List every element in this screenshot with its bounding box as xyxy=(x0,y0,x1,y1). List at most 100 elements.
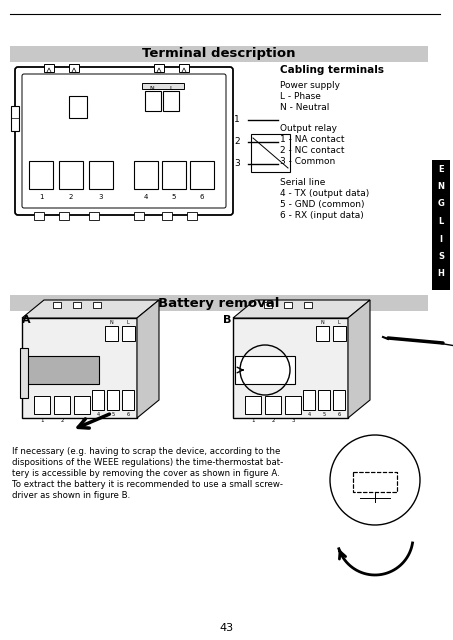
Text: 2: 2 xyxy=(271,417,275,422)
Text: 5 - GND (common): 5 - GND (common) xyxy=(280,200,365,209)
Text: dispositions of the WEEE regulations) the time-thermostat bat-: dispositions of the WEEE regulations) th… xyxy=(12,458,283,467)
Bar xyxy=(34,396,50,414)
Text: N: N xyxy=(320,321,324,326)
Text: 1: 1 xyxy=(251,417,255,422)
Text: L: L xyxy=(337,321,340,326)
Text: L: L xyxy=(127,321,130,326)
Bar xyxy=(318,390,330,410)
Text: L - Phase: L - Phase xyxy=(280,92,321,101)
Text: 6: 6 xyxy=(337,413,341,417)
Bar xyxy=(251,134,290,172)
Bar xyxy=(145,91,161,111)
Bar xyxy=(34,212,44,220)
Bar xyxy=(245,396,261,414)
Bar xyxy=(20,348,28,398)
Circle shape xyxy=(330,435,420,525)
Text: 4: 4 xyxy=(96,413,100,417)
Text: H: H xyxy=(438,269,444,278)
Bar xyxy=(304,302,312,308)
Text: E: E xyxy=(438,164,444,173)
Bar xyxy=(73,302,81,308)
Text: Battery removal: Battery removal xyxy=(158,296,280,310)
Text: 6 - RX (input data): 6 - RX (input data) xyxy=(280,211,364,220)
Bar xyxy=(233,318,348,418)
Bar xyxy=(333,326,346,341)
Text: driver as shown in figure B.: driver as shown in figure B. xyxy=(12,491,130,500)
Text: 3: 3 xyxy=(291,417,295,422)
Bar xyxy=(162,212,172,220)
Text: Output relay: Output relay xyxy=(280,124,337,133)
Bar xyxy=(69,64,79,72)
Bar xyxy=(134,161,158,189)
Bar xyxy=(190,161,214,189)
Bar xyxy=(353,472,397,492)
Text: 2: 2 xyxy=(60,417,64,422)
Text: Cabling terminals: Cabling terminals xyxy=(280,65,384,75)
Bar xyxy=(303,390,315,410)
Text: Serial line: Serial line xyxy=(280,178,325,187)
Text: 3 - Common: 3 - Common xyxy=(280,157,335,166)
Text: Terminal description: Terminal description xyxy=(142,47,296,61)
Text: 1: 1 xyxy=(40,417,44,422)
Bar xyxy=(134,212,144,220)
Bar xyxy=(122,326,135,341)
Text: N: N xyxy=(109,321,113,326)
Bar xyxy=(93,302,101,308)
Text: N: N xyxy=(149,86,154,90)
Text: 4: 4 xyxy=(308,413,311,417)
Text: 43: 43 xyxy=(219,623,233,633)
Text: A: A xyxy=(22,315,31,325)
Bar xyxy=(333,390,345,410)
Bar xyxy=(162,161,186,189)
Polygon shape xyxy=(348,300,370,418)
Text: 2: 2 xyxy=(234,138,240,147)
Text: 5: 5 xyxy=(323,413,326,417)
Text: 4: 4 xyxy=(144,194,148,200)
Bar xyxy=(285,396,301,414)
Polygon shape xyxy=(137,300,159,418)
Text: 6: 6 xyxy=(200,194,204,200)
Text: 1 - NA contact: 1 - NA contact xyxy=(280,135,344,144)
Bar xyxy=(105,326,118,341)
Bar xyxy=(69,96,87,118)
Bar xyxy=(54,396,70,414)
Text: 5: 5 xyxy=(172,194,176,200)
Text: 1: 1 xyxy=(39,194,43,200)
Polygon shape xyxy=(233,300,370,318)
Bar xyxy=(316,326,329,341)
Text: To extract the battery it is recommended to use a small screw-: To extract the battery it is recommended… xyxy=(12,480,283,489)
Text: Power supply: Power supply xyxy=(280,81,340,90)
Text: L: L xyxy=(439,217,443,226)
Bar xyxy=(53,302,61,308)
Bar xyxy=(92,390,104,410)
Text: 3: 3 xyxy=(99,194,103,200)
Bar xyxy=(122,390,134,410)
Text: S: S xyxy=(438,252,444,261)
Bar xyxy=(11,106,19,131)
Bar xyxy=(74,396,90,414)
Text: 1: 1 xyxy=(234,115,240,125)
Bar xyxy=(264,302,272,308)
Bar xyxy=(29,161,53,189)
Bar xyxy=(24,356,99,384)
Bar xyxy=(353,472,397,492)
FancyBboxPatch shape xyxy=(15,67,233,215)
Text: I: I xyxy=(439,234,443,243)
Bar xyxy=(284,302,292,308)
Text: N - Neutral: N - Neutral xyxy=(280,103,329,112)
Bar xyxy=(154,64,164,72)
Bar xyxy=(44,64,54,72)
Bar xyxy=(142,83,184,89)
Text: L: L xyxy=(169,86,173,90)
Bar xyxy=(59,212,69,220)
Text: 5: 5 xyxy=(111,413,115,417)
Bar xyxy=(179,64,189,72)
Bar xyxy=(187,212,197,220)
Text: 6: 6 xyxy=(126,413,130,417)
Bar xyxy=(89,161,113,189)
Polygon shape xyxy=(22,300,159,318)
Bar xyxy=(432,160,450,290)
Bar xyxy=(59,161,83,189)
Bar xyxy=(107,390,119,410)
Bar xyxy=(10,46,428,62)
